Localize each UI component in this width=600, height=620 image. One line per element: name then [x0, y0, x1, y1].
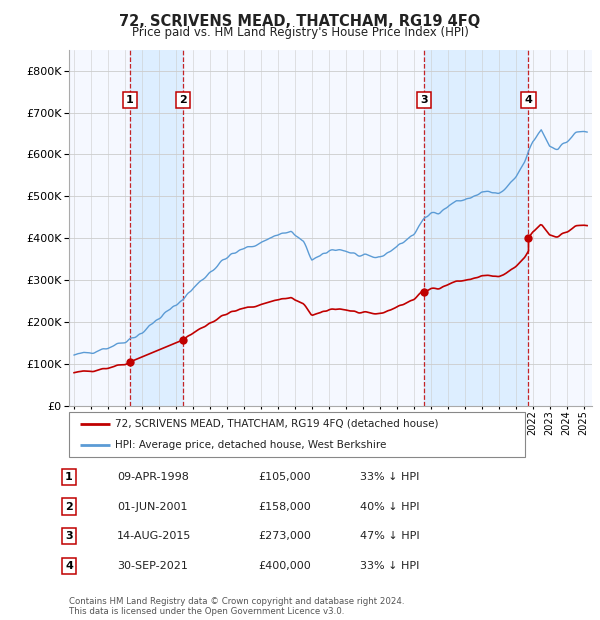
Text: 09-APR-1998: 09-APR-1998 [117, 472, 189, 482]
Text: 3: 3 [421, 95, 428, 105]
Text: 4: 4 [65, 561, 73, 571]
Text: £158,000: £158,000 [258, 502, 311, 512]
Text: 4: 4 [524, 95, 532, 105]
Bar [130, 50, 183, 406]
Text: 72, SCRIVENS MEAD, THATCHAM, RG19 4FQ: 72, SCRIVENS MEAD, THATCHAM, RG19 4FQ [119, 14, 481, 29]
Text: 30-SEP-2021: 30-SEP-2021 [117, 561, 188, 571]
Text: 1: 1 [65, 472, 73, 482]
Text: Contains HM Land Registry data © Crown copyright and database right 2024.: Contains HM Land Registry data © Crown c… [69, 597, 404, 606]
Text: 14-AUG-2015: 14-AUG-2015 [117, 531, 191, 541]
Text: 2: 2 [65, 502, 73, 512]
Text: 1: 1 [126, 95, 134, 105]
Text: 40% ↓ HPI: 40% ↓ HPI [360, 502, 419, 512]
Text: Price paid vs. HM Land Registry's House Price Index (HPI): Price paid vs. HM Land Registry's House … [131, 26, 469, 39]
Text: 2: 2 [179, 95, 187, 105]
Text: HPI: Average price, detached house, West Berkshire: HPI: Average price, detached house, West… [115, 440, 386, 450]
Text: 33% ↓ HPI: 33% ↓ HPI [360, 561, 419, 571]
Text: 47% ↓ HPI: 47% ↓ HPI [360, 531, 419, 541]
Text: £105,000: £105,000 [258, 472, 311, 482]
Text: £400,000: £400,000 [258, 561, 311, 571]
Text: 3: 3 [65, 531, 73, 541]
Text: 72, SCRIVENS MEAD, THATCHAM, RG19 4FQ (detached house): 72, SCRIVENS MEAD, THATCHAM, RG19 4FQ (d… [115, 419, 438, 429]
Text: This data is licensed under the Open Government Licence v3.0.: This data is licensed under the Open Gov… [69, 607, 344, 616]
Text: £273,000: £273,000 [258, 531, 311, 541]
FancyBboxPatch shape [69, 412, 525, 457]
Text: 01-JUN-2001: 01-JUN-2001 [117, 502, 187, 512]
Text: 33% ↓ HPI: 33% ↓ HPI [360, 472, 419, 482]
Bar [424, 50, 529, 406]
